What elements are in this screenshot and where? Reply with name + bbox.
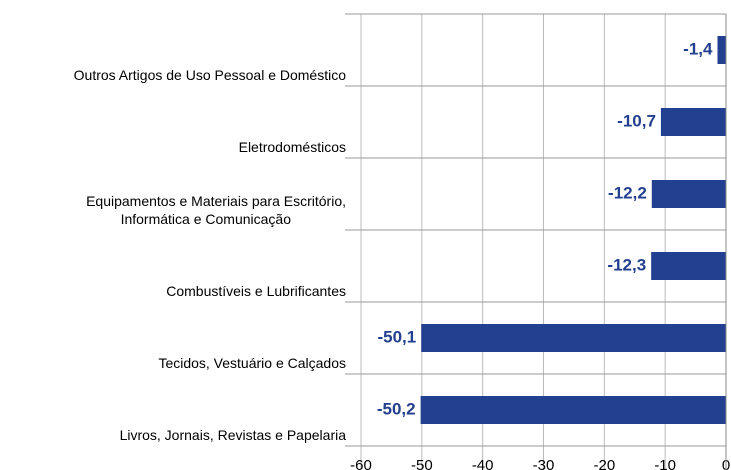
- x-tick-label: -20: [593, 457, 615, 470]
- category-label: Combustíveis e Lubrificantes: [166, 283, 346, 299]
- x-tick-label: -10: [654, 457, 676, 470]
- value-label: -10,7: [617, 111, 656, 130]
- bar: [651, 180, 726, 208]
- category-label: Tecidos, Vestuário e Calçados: [158, 355, 346, 371]
- value-label: -50,2: [377, 399, 416, 418]
- category-label: Outros Artigos de Uso Pessoal e Doméstic…: [74, 67, 347, 83]
- value-label: -12,2: [608, 183, 647, 202]
- bar: [421, 324, 726, 352]
- category-label: Livros, Jornais, Revistas e Papelaria: [120, 427, 347, 443]
- category-line: Outros Artigos de Uso Pessoal e Doméstic…: [74, 67, 347, 83]
- value-label: -1,4: [683, 39, 713, 58]
- category-label: Eletrodomésticos: [239, 139, 346, 155]
- category-line: Combustíveis e Lubrificantes: [166, 283, 346, 299]
- category-line: Tecidos, Vestuário e Calçados: [158, 355, 346, 371]
- category-label: Equipamentos e Materiais para Escritório…: [86, 193, 346, 227]
- bar: [420, 396, 726, 424]
- x-tick-label: -30: [533, 457, 555, 470]
- category-line: Livros, Jornais, Revistas e Papelaria: [120, 427, 347, 443]
- value-label: -12,3: [607, 255, 646, 274]
- category-line: Informática e Comunicação: [121, 211, 292, 227]
- x-tick-label: -50: [411, 457, 433, 470]
- bar: [651, 252, 726, 280]
- bar: [660, 108, 726, 136]
- value-label: -50,1: [377, 327, 416, 346]
- x-tick-label: -60: [350, 457, 372, 470]
- x-tick-label: -40: [472, 457, 494, 470]
- bar: [717, 36, 726, 64]
- category-line: Eletrodomésticos: [239, 139, 346, 155]
- category-line: Equipamentos e Materiais para Escritório…: [86, 193, 346, 209]
